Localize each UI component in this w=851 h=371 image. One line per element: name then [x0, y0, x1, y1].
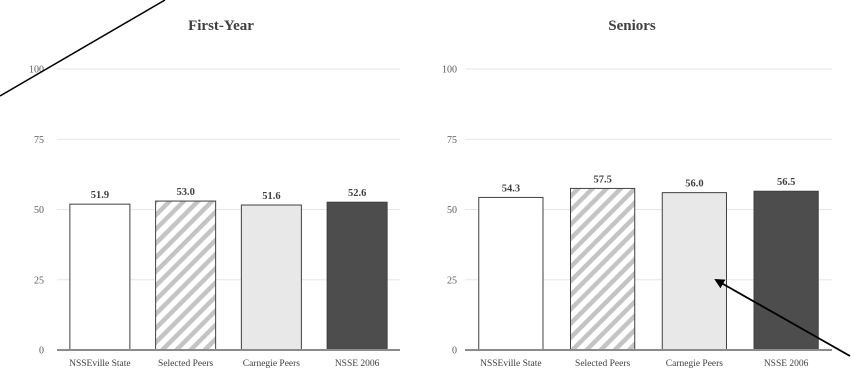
- data-label: 56.0: [685, 179, 703, 190]
- x-tick-label: Selected Peers: [158, 359, 213, 369]
- bar-nsseville-state: [478, 196, 544, 351]
- x-tick-label: Selected Peers: [575, 359, 630, 369]
- chart-panel-2: Seniors 0 25 50 75 100 54.3 NSSEville State 57.5…: [442, 18, 832, 369]
- y-tick-label: 50: [34, 205, 44, 216]
- y-tick-label: 50: [447, 205, 457, 216]
- chart-title: Seniors: [608, 18, 656, 34]
- x-tick-label: NSSEville State: [480, 359, 542, 369]
- bar-nsse-2006: [753, 190, 819, 351]
- bar-carnegie-peers: [661, 192, 727, 351]
- annotation-arrow: [714, 279, 851, 357]
- y-tick-label: 100: [442, 65, 457, 76]
- chart-title: First-Year: [188, 18, 254, 34]
- bar-nsse-2006: [326, 201, 388, 351]
- y-tick-label: 0: [452, 346, 457, 357]
- y-tick-label: 25: [447, 275, 457, 286]
- bar-nsseville-state: [69, 203, 131, 351]
- data-label: 57.5: [593, 174, 611, 185]
- y-tick-label: 25: [34, 275, 44, 286]
- x-tick-label: Carnegie Peers: [243, 359, 301, 369]
- data-label: 53.0: [176, 187, 194, 198]
- chart-panel-1: First-Year 0 25 50 75 100 51.9 NSSEville State 5…: [29, 18, 400, 369]
- x-tick-label: NSSEville State: [69, 359, 131, 369]
- x-tick-label: Carnegie Peers: [666, 359, 724, 369]
- bar-selected-peers: [570, 187, 636, 351]
- data-label: 51.9: [91, 190, 109, 201]
- y-tick-label: 75: [34, 135, 44, 146]
- x-tick-label: NSSE 2006: [764, 359, 809, 369]
- data-label: 56.5: [777, 177, 795, 188]
- bar-selected-peers: [155, 200, 217, 351]
- annotation-line: [0, 0, 166, 97]
- data-label: 54.3: [502, 183, 520, 194]
- x-tick-label: NSSE 2006: [335, 359, 380, 369]
- data-label: 52.6: [348, 188, 366, 199]
- bar-carnegie-peers: [240, 204, 302, 351]
- data-label: 51.6: [262, 191, 280, 202]
- y-tick-label: 0: [39, 346, 44, 357]
- y-tick-label: 75: [447, 135, 457, 146]
- y-tick-label: 100: [29, 65, 44, 76]
